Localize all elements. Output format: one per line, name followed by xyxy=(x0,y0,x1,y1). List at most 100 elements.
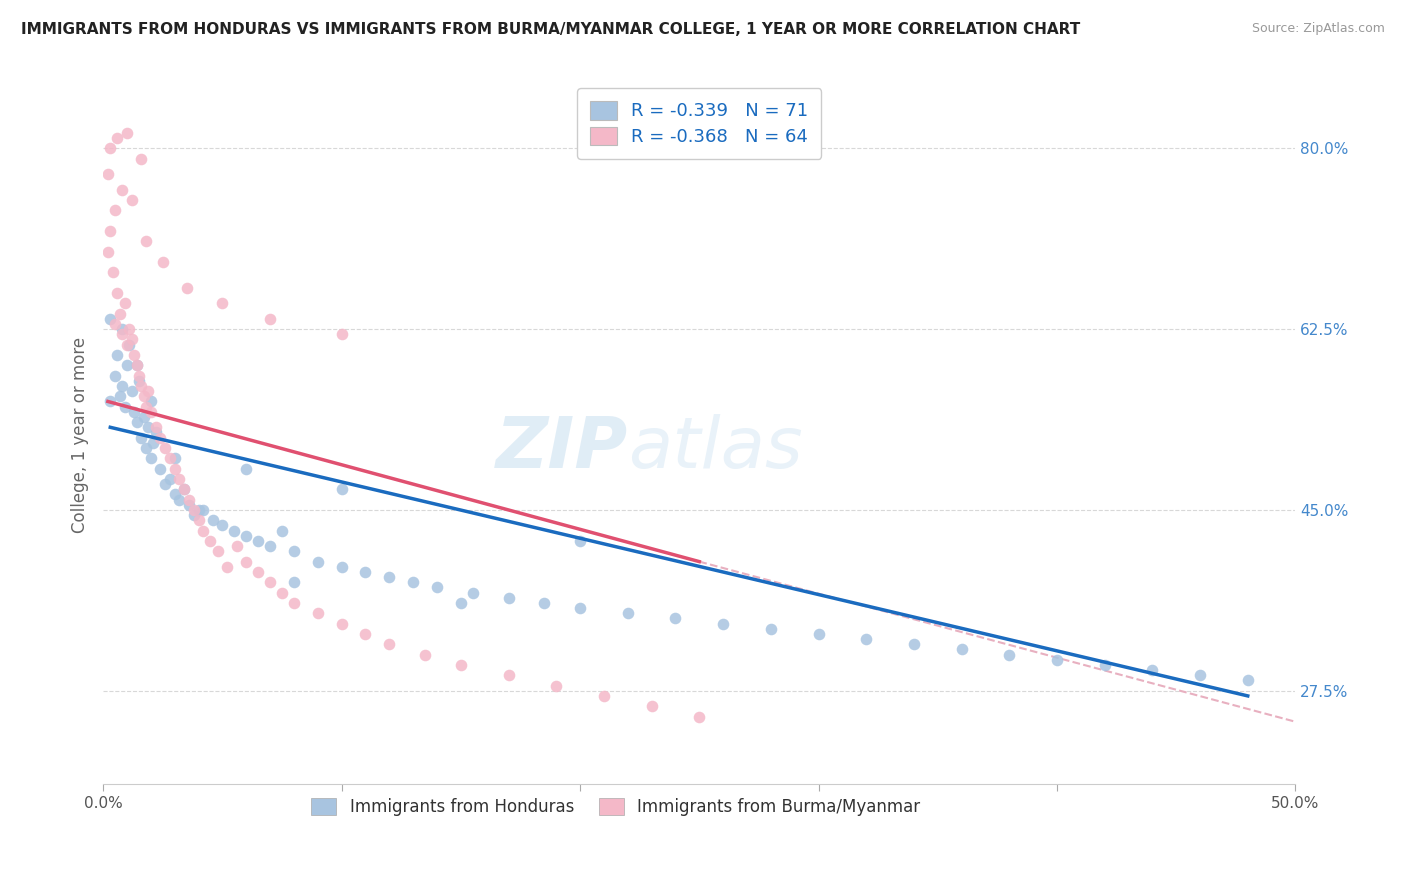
Text: ZIP: ZIP xyxy=(495,415,627,483)
Text: atlas: atlas xyxy=(627,415,803,483)
Point xyxy=(104,368,127,383)
Point xyxy=(450,657,472,672)
Legend: Immigrants from Honduras, Immigrants from Burma/Myanmar: Immigrants from Honduras, Immigrants fro… xyxy=(302,789,929,824)
Point xyxy=(122,405,145,419)
Point xyxy=(998,648,1021,662)
Point xyxy=(111,379,134,393)
Point xyxy=(688,709,710,723)
Point xyxy=(159,451,181,466)
Point xyxy=(211,518,233,533)
Point xyxy=(616,607,638,621)
Point xyxy=(235,529,257,543)
Point xyxy=(235,555,257,569)
Point xyxy=(153,441,176,455)
Point xyxy=(122,348,145,362)
Point xyxy=(640,699,662,714)
Point xyxy=(498,668,520,682)
Point xyxy=(569,601,592,615)
Point xyxy=(413,648,436,662)
Point xyxy=(217,559,239,574)
Point xyxy=(903,637,925,651)
Point xyxy=(807,627,830,641)
Point xyxy=(142,435,165,450)
Point xyxy=(378,570,401,584)
Point xyxy=(115,359,138,373)
Point xyxy=(271,524,294,538)
Point xyxy=(593,689,616,703)
Point xyxy=(114,400,136,414)
Point xyxy=(138,420,160,434)
Point xyxy=(664,611,686,625)
Point xyxy=(193,524,215,538)
Point xyxy=(149,431,172,445)
Point xyxy=(159,472,181,486)
Point xyxy=(135,441,157,455)
Point xyxy=(139,451,162,466)
Point xyxy=(283,544,305,558)
Point xyxy=(450,596,472,610)
Point xyxy=(152,255,174,269)
Point xyxy=(153,477,176,491)
Point xyxy=(114,296,136,310)
Point xyxy=(1094,657,1116,672)
Point xyxy=(118,337,141,351)
Point xyxy=(1046,653,1069,667)
Point xyxy=(163,451,186,466)
Point xyxy=(98,394,121,409)
Point xyxy=(128,368,150,383)
Point xyxy=(283,575,305,590)
Point xyxy=(211,296,233,310)
Point xyxy=(225,539,247,553)
Point xyxy=(224,524,246,538)
Point xyxy=(104,317,127,331)
Point xyxy=(307,607,329,621)
Point xyxy=(759,622,782,636)
Point xyxy=(247,533,270,548)
Point xyxy=(169,472,191,486)
Point xyxy=(129,431,152,445)
Point xyxy=(118,322,141,336)
Point xyxy=(107,285,129,300)
Point xyxy=(97,244,120,259)
Point xyxy=(121,193,143,207)
Point xyxy=(139,394,162,409)
Point xyxy=(97,167,120,181)
Point xyxy=(187,513,209,527)
Point xyxy=(101,265,124,279)
Point xyxy=(135,400,157,414)
Point xyxy=(1189,668,1212,682)
Point xyxy=(145,425,167,440)
Point xyxy=(569,533,592,548)
Point xyxy=(139,405,162,419)
Point xyxy=(259,575,281,590)
Point xyxy=(1236,673,1258,688)
Point xyxy=(498,591,520,605)
Point xyxy=(207,544,229,558)
Point xyxy=(163,461,186,475)
Point xyxy=(121,333,143,347)
Point xyxy=(177,498,200,512)
Point xyxy=(177,492,200,507)
Point xyxy=(107,348,129,362)
Point xyxy=(125,415,148,429)
Point xyxy=(98,224,121,238)
Point xyxy=(125,359,148,373)
Point xyxy=(173,483,195,497)
Point xyxy=(107,131,129,145)
Point xyxy=(176,281,198,295)
Point xyxy=(145,420,167,434)
Point xyxy=(115,126,138,140)
Point xyxy=(129,152,152,166)
Point xyxy=(163,487,186,501)
Point xyxy=(259,311,281,326)
Point xyxy=(378,637,401,651)
Point xyxy=(1142,663,1164,677)
Point xyxy=(111,183,134,197)
Point xyxy=(235,461,257,475)
Point xyxy=(307,555,329,569)
Point xyxy=(259,539,281,553)
Point xyxy=(200,533,222,548)
Point xyxy=(138,384,160,398)
Point xyxy=(132,389,155,403)
Point xyxy=(546,679,568,693)
